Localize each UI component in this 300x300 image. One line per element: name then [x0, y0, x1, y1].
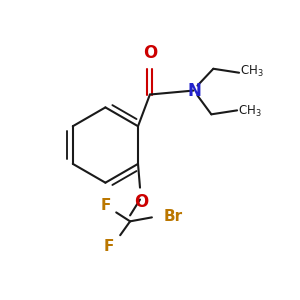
- Text: N: N: [188, 82, 201, 100]
- Text: O: O: [134, 193, 148, 211]
- Text: O: O: [143, 44, 157, 62]
- Text: F: F: [100, 198, 110, 213]
- Text: CH$_3$: CH$_3$: [240, 64, 264, 79]
- Text: F: F: [104, 238, 115, 253]
- Text: CH$_3$: CH$_3$: [238, 104, 262, 119]
- Text: Br: Br: [163, 209, 182, 224]
